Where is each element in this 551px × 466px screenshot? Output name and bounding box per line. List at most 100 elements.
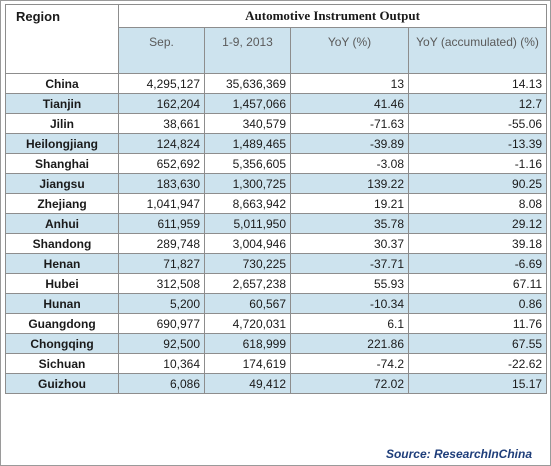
sep-cell: 10,364 [118,353,205,374]
ytd-cell: 340,579 [204,113,291,134]
sep-cell: 652,692 [118,153,205,174]
yoy-cell: -3.08 [290,153,409,174]
region-cell: Jiangsu [5,173,119,194]
data-table: Region Automotive Instrument Output Sep.… [5,4,548,394]
table-title: Automotive Instrument Output [117,4,548,28]
yoy-accumulated-cell: 12.7 [407,93,548,114]
table-row: Anhui 611,959 5,011,950 35.78 29.12 [5,213,548,234]
sep-cell: 289,748 [118,233,205,254]
table-row: Jiangsu 183,630 1,300,725 139.22 90.25 [5,173,548,194]
yoy-accumulated-cell: -13.39 [407,133,548,154]
yoy-cell: 72.02 [290,373,409,394]
table-row: Guizhou 6,086 49,412 72.02 15.17 [5,373,548,394]
yoy-cell: 221.86 [290,333,409,354]
region-cell: Guizhou [5,373,119,394]
table-row: Heilongjiang 124,824 1,489,465 -39.89 -13.39 [5,133,548,154]
region-cell: Heilongjiang [5,133,119,154]
column-header-yoy: YoY (%) [290,27,409,74]
region-cell: Henan [5,253,119,274]
table-body: China 4,295,127 35,636,369 13 14.13 Tianjin 16… [5,73,548,394]
yoy-cell: -71.63 [290,113,409,134]
ytd-cell: 60,567 [204,293,291,314]
region-cell: Shanghai [5,153,119,174]
table-row: Shanghai 652,692 5,356,605 -3.08 -1.16 [5,153,548,174]
region-cell: Tianjin [5,93,119,114]
yoy-cell: 41.46 [290,93,409,114]
yoy-accumulated-cell: 29.12 [407,213,548,234]
region-cell: Anhui [5,213,119,234]
region-cell: Guangdong [5,313,119,334]
table-row: Zhejiang 1,041,947 8,663,942 19.21 8.08 [5,193,548,214]
region-cell: Jilin [5,113,119,134]
sep-cell: 690,977 [118,313,205,334]
yoy-accumulated-cell: 67.11 [407,273,548,294]
yoy-cell: -74.2 [290,353,409,374]
yoy-accumulated-cell: -22.62 [407,353,548,374]
table-row: Sichuan 10,364 174,619 -74.2 -22.62 [5,353,548,374]
region-cell: Sichuan [5,353,119,374]
yoy-accumulated-cell: -1.16 [407,153,548,174]
column-header-ytd: 1-9, 2013 [204,27,291,74]
region-cell: Hubei [5,273,119,294]
ytd-cell: 1,457,066 [204,93,291,114]
yoy-cell: 13 [290,73,409,94]
yoy-accumulated-cell: 39.18 [407,233,548,254]
yoy-cell: -39.89 [290,133,409,154]
ytd-cell: 49,412 [204,373,291,394]
ytd-cell: 730,225 [204,253,291,274]
ytd-cell: 3,004,946 [204,233,291,254]
yoy-cell: -37.71 [290,253,409,274]
table-row: Jilin 38,661 340,579 -71.63 -55.06 [5,113,548,134]
yoy-accumulated-cell: -55.06 [407,113,548,134]
ytd-cell: 35,636,369 [204,73,291,94]
yoy-accumulated-cell: 11.76 [407,313,548,334]
ytd-cell: 1,300,725 [204,173,291,194]
ytd-cell: 618,999 [204,333,291,354]
yoy-accumulated-cell: 90.25 [407,173,548,194]
yoy-cell: 30.37 [290,233,409,254]
ytd-cell: 1,489,465 [204,133,291,154]
table-row: China 4,295,127 35,636,369 13 14.13 [5,73,548,94]
column-header-yoy-accumulated: YoY (accumulated) (%) [407,27,548,74]
yoy-accumulated-cell: 15.17 [407,373,548,394]
region-cell: Zhejiang [5,193,119,214]
region-header: Region [5,4,119,74]
yoy-cell: 139.22 [290,173,409,194]
sep-cell: 71,827 [118,253,205,274]
table-row: Tianjin 162,204 1,457,066 41.46 12.7 [5,93,548,114]
yoy-cell: 19.21 [290,193,409,214]
region-cell: Hunan [5,293,119,314]
ytd-cell: 8,663,942 [204,193,291,214]
table-row: Shandong 289,748 3,004,946 30.37 39.18 [5,233,548,254]
yoy-accumulated-cell: 67.55 [407,333,548,354]
yoy-accumulated-cell: 0.86 [407,293,548,314]
sep-cell: 162,204 [118,93,205,114]
sep-cell: 92,500 [118,333,205,354]
table-row: Hunan 5,200 60,567 -10.34 0.86 [5,293,548,314]
ytd-cell: 5,011,950 [204,213,291,234]
sep-cell: 38,661 [118,113,205,134]
table-row: Henan 71,827 730,225 -37.71 -6.69 [5,253,548,274]
yoy-cell: 35.78 [290,213,409,234]
yoy-accumulated-cell: -6.69 [407,253,548,274]
source-note: Source: ResearchInChina [385,447,532,461]
yoy-cell: 6.1 [290,313,409,334]
yoy-cell: -10.34 [290,293,409,314]
sep-cell: 611,959 [118,213,205,234]
sep-cell: 1,041,947 [118,193,205,214]
sep-cell: 6,086 [118,373,205,394]
ytd-cell: 174,619 [204,353,291,374]
table-row: Guangdong 690,977 4,720,031 6.1 11.76 [5,313,548,334]
column-header-sep: Sep. [118,27,205,74]
region-cell: China [5,73,119,94]
yoy-cell: 55.93 [290,273,409,294]
region-cell: Shandong [5,233,119,254]
sep-cell: 4,295,127 [118,73,205,94]
ytd-cell: 4,720,031 [204,313,291,334]
ytd-cell: 5,356,605 [204,153,291,174]
yoy-accumulated-cell: 8.08 [407,193,548,214]
sep-cell: 5,200 [118,293,205,314]
yoy-accumulated-cell: 14.13 [407,73,548,94]
sep-cell: 183,630 [118,173,205,194]
